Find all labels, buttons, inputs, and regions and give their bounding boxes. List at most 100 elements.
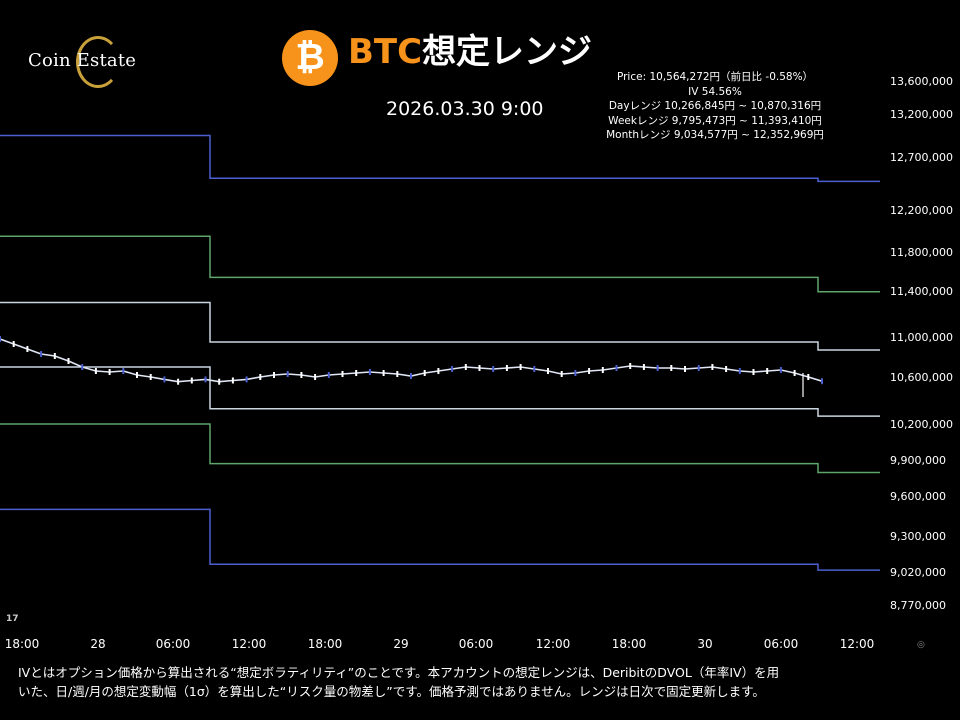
disclaimer-line-1: IVとはオプション価格から算出される“想定ボラティリティ”のことです。本アカウン…	[18, 665, 780, 680]
price-point	[437, 368, 440, 374]
price-point	[163, 376, 166, 383]
range-line-upper-0	[0, 134, 880, 183]
x-tick-label: 12:00	[232, 637, 267, 651]
price-point	[355, 370, 358, 376]
page-title: BTC想定レンジ	[348, 32, 592, 72]
price-point	[67, 358, 70, 364]
price-point	[53, 353, 56, 359]
y-tick-label: 11,800,000	[890, 246, 953, 259]
timestamp: 2026.03.30 9:00	[386, 98, 544, 120]
range-line-upper-2	[0, 301, 880, 351]
price-point	[341, 371, 344, 377]
price-point	[410, 373, 412, 379]
x-tick-label: 18:00	[612, 637, 647, 651]
price-point	[136, 372, 138, 378]
price-point	[574, 370, 577, 376]
info-panel: Price: 10,564,272円（前日比 -0.58%） IV 54.56%…	[560, 70, 870, 143]
price-point	[0, 336, 1, 342]
price-point	[231, 377, 234, 384]
x-tick-label: 06:00	[459, 637, 494, 651]
y-tick-label: 8,770,000	[890, 599, 946, 612]
week-range-text: Weekレンジ 9,795,473円 ~ 11,393,410円	[608, 114, 822, 127]
price-point	[190, 377, 193, 384]
price-point	[821, 378, 823, 385]
y-tick-label: 11,400,000	[890, 285, 953, 298]
price-point	[793, 370, 796, 376]
y-tick-label: 10,200,000	[890, 418, 953, 431]
price-line	[0, 336, 823, 397]
x-tick-label: 12:00	[536, 637, 571, 651]
y-tick-label: 12,200,000	[890, 204, 953, 217]
price-point	[505, 365, 508, 371]
disclaimer: IVとはオプション価格から算出される“想定ボラティリティ”のことです。本アカウン…	[18, 663, 953, 701]
x-tick-label: 30	[697, 637, 712, 651]
price-point	[725, 366, 728, 372]
price-point	[464, 364, 467, 370]
price-point	[423, 370, 426, 376]
price-point	[519, 364, 522, 370]
y-tick-label: 11,000,000	[890, 331, 953, 344]
y-tick-label: 10,600,000	[890, 371, 953, 384]
price-point	[327, 372, 330, 378]
coin-estate-logo: Coin Estate	[28, 36, 158, 88]
price-point	[684, 366, 686, 372]
price-point	[396, 371, 399, 377]
price-point	[752, 369, 755, 375]
price-point	[382, 370, 385, 376]
title-suffix: 想定レンジ	[422, 32, 593, 72]
disclaimer-line-2: いた、日/週/月の想定変動幅（1σ）を算出した“リスク量の物差し”です。価格予測…	[18, 684, 765, 699]
price-point	[656, 365, 659, 371]
y-axis: 13,600,000 13,200,000 12,700,000 12,200,000…	[890, 75, 953, 612]
price-text: Price: 10,564,272円（前日比 -0.58%）	[616, 71, 814, 83]
price-point	[629, 363, 632, 369]
x-tick-label: 18:00	[308, 637, 343, 651]
price-point	[478, 365, 481, 371]
price-point	[547, 368, 549, 374]
y-tick-label: 9,600,000	[890, 490, 946, 503]
price-point	[245, 376, 248, 383]
tradingview-watermark: 17	[6, 614, 19, 624]
month-range-text: Monthレンジ 9,034,577円 ~ 12,352,969円	[606, 129, 824, 141]
price-point	[642, 364, 645, 370]
price-point	[697, 365, 700, 371]
x-tick-label: 06:00	[156, 637, 191, 651]
price-point	[533, 366, 536, 372]
price-point	[300, 372, 303, 378]
price-point	[588, 368, 591, 374]
price-point	[273, 372, 275, 378]
title-prefix: BTC	[348, 32, 423, 72]
x-tick-label: 12:00	[840, 637, 875, 651]
price-point	[286, 371, 289, 377]
price-point	[108, 369, 111, 375]
price-point	[368, 369, 371, 375]
y-tick-label: 13,600,000	[890, 75, 953, 88]
price-point	[711, 364, 714, 370]
price-point	[149, 374, 152, 380]
price-point	[807, 374, 810, 380]
price-point	[314, 374, 317, 380]
price-point	[615, 365, 618, 371]
price-point	[81, 364, 84, 370]
iv-text: IV 54.56%	[688, 85, 742, 98]
y-tick-label: 9,300,000	[890, 530, 946, 543]
price-point	[259, 374, 262, 380]
y-tick-label: 9,900,000	[890, 454, 946, 467]
day-range-text: Dayレンジ 10,266,845円 ~ 10,870,316円	[608, 100, 822, 112]
y-tick-label: 9,020,000	[890, 566, 946, 579]
price-point	[177, 378, 180, 385]
range-line-lower-5	[0, 508, 880, 571]
x-axis: 18:00 28 06:00 12:00 18:00 29 06:00 12:00 18:00 3…	[5, 637, 875, 651]
price-point	[601, 367, 604, 373]
x-tick-label: 18:00	[5, 637, 40, 651]
price-point	[670, 365, 673, 371]
settings-icon[interactable]: ◎	[917, 640, 925, 650]
range-lines	[0, 134, 880, 571]
price-point	[122, 368, 125, 374]
x-tick-label: 06:00	[764, 637, 799, 651]
range-line-lower-4	[0, 423, 880, 474]
price-point	[40, 351, 43, 357]
range-line-upper-1	[0, 235, 880, 293]
range-line-lower-3	[0, 366, 880, 417]
x-tick-label: 29	[393, 637, 408, 651]
